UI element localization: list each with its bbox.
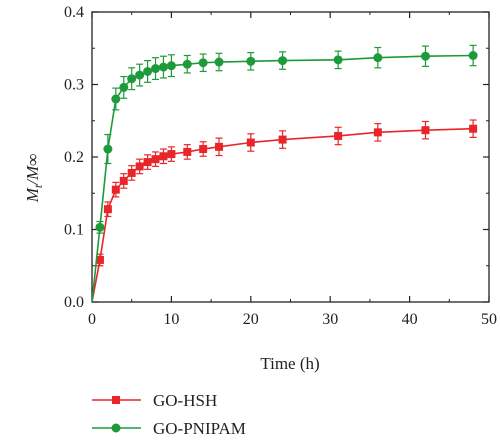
- data-point: [135, 70, 145, 80]
- series-go-pnipam: [91, 44, 478, 303]
- axes: 0 10 20 30 40 50 0.0 0.1 0.2 0.3 0.4: [64, 4, 497, 328]
- legend: GO-HSH GO-PNIPAM: [92, 391, 246, 438]
- legend-marker-go-hsh: [112, 396, 120, 404]
- x-tick-label: 30: [322, 311, 338, 328]
- x-tick-label: 50: [481, 311, 497, 328]
- y-tick-label: 0.2: [64, 149, 84, 166]
- data-point: [373, 53, 383, 63]
- data-point: [199, 145, 208, 154]
- data-point: [111, 94, 121, 104]
- y-axis-title: Mt/M∞: [23, 154, 45, 204]
- data-point: [143, 158, 152, 167]
- y-tick-label: 0.1: [64, 222, 84, 239]
- y-tick-label: 0.0: [64, 294, 84, 311]
- data-point: [103, 144, 113, 154]
- data-point: [215, 142, 224, 151]
- data-point: [135, 162, 144, 171]
- data-point: [95, 255, 104, 264]
- data-point: [143, 66, 153, 76]
- data-point: [158, 62, 168, 72]
- data-point: [167, 150, 176, 159]
- data-point: [151, 155, 160, 164]
- data-point: [278, 56, 288, 66]
- data-point: [333, 55, 343, 65]
- data-point: [111, 185, 120, 194]
- data-point: [373, 128, 382, 137]
- x-tick-label: 40: [402, 311, 418, 328]
- data-point: [166, 61, 176, 71]
- legend-label-go-pnipam: GO-PNIPAM: [153, 419, 246, 438]
- data-point: [127, 168, 136, 177]
- data-point: [95, 222, 105, 232]
- data-point: [127, 74, 137, 84]
- data-point: [246, 138, 255, 147]
- x-tick-label: 0: [88, 311, 96, 328]
- x-axis-title: Time (h): [260, 354, 319, 373]
- data-point: [468, 51, 478, 60]
- y-tick-label: 0.3: [64, 77, 84, 94]
- data-point: [278, 135, 287, 144]
- y-axis-title-sub: t: [31, 184, 45, 188]
- data-point: [420, 51, 430, 61]
- data-point: [151, 64, 161, 74]
- data-point: [334, 131, 343, 140]
- data-point: [119, 82, 129, 92]
- data-point: [214, 57, 224, 67]
- data-point: [183, 147, 192, 156]
- series-go-hsh: [91, 119, 478, 303]
- legend-marker-go-pnipam: [111, 423, 121, 433]
- series-line-go-pnipam: [91, 54, 474, 303]
- data-point: [119, 176, 128, 185]
- data-point: [198, 58, 208, 68]
- legend-label-go-hsh: GO-HSH: [153, 391, 217, 410]
- data-point: [421, 126, 430, 135]
- data-point: [159, 152, 168, 161]
- y-axis-title-rest: /M∞: [23, 154, 42, 186]
- data-point: [182, 59, 192, 69]
- data-point: [469, 124, 478, 133]
- x-tick-label: 20: [243, 311, 259, 328]
- y-tick-label: 0.4: [64, 4, 84, 21]
- x-tick-label: 10: [163, 311, 179, 328]
- series-layer: [91, 44, 478, 303]
- data-point: [103, 205, 112, 214]
- data-point: [246, 56, 256, 66]
- y-axis-title-main: M: [23, 187, 42, 203]
